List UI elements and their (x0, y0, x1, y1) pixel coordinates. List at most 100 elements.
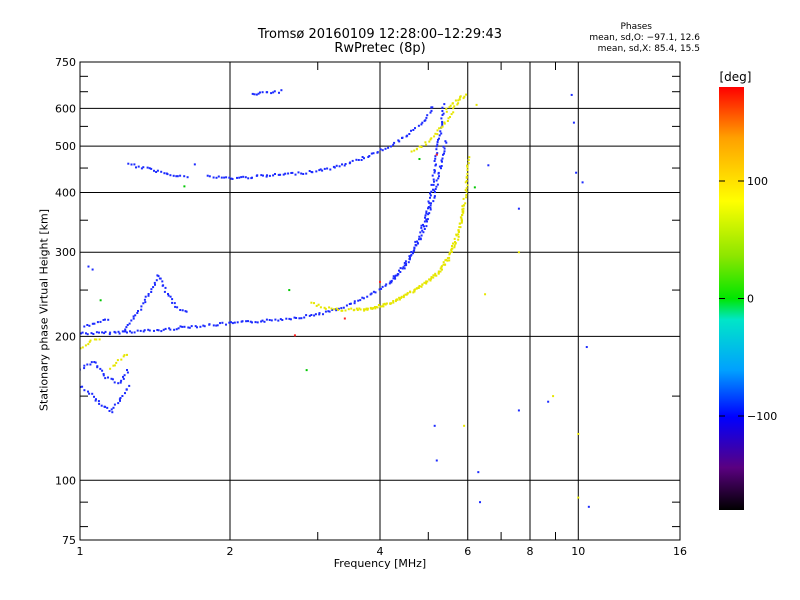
echo-point-o (442, 145, 445, 148)
echo-point-x (385, 302, 388, 305)
echo-point-x (369, 306, 372, 309)
echo-point-o (387, 146, 390, 149)
echo-point-o (355, 158, 358, 161)
echo-point-x (452, 111, 455, 114)
echo-point-o (208, 175, 211, 178)
echo-point-o (290, 172, 293, 174)
echo-point-o (443, 152, 445, 155)
echo-point-o (351, 159, 354, 162)
echo-point-other (343, 317, 346, 320)
echo-point-x (463, 424, 466, 427)
echo-point-o (86, 333, 89, 336)
echo-point-x (122, 355, 125, 358)
echo-point-x (424, 141, 427, 144)
echo-point-o (335, 164, 338, 167)
x-tick-label: 2 (227, 545, 234, 558)
echo-point-x (324, 307, 327, 310)
echo-point-o (88, 324, 91, 327)
echo-point-x (453, 244, 456, 247)
echo-point-o (444, 140, 447, 143)
echo-point-o (435, 163, 437, 166)
echo-point-o (124, 330, 127, 333)
echo-point-x (390, 302, 393, 305)
echo-point-o (98, 331, 100, 334)
echo-point-o (370, 292, 373, 295)
echo-point-o (487, 164, 490, 167)
echo-point-x (467, 162, 470, 165)
echo-point-o (117, 382, 120, 385)
echo-point-o (93, 361, 96, 363)
echo-point-o (327, 310, 330, 313)
echo-point-o (96, 321, 99, 324)
echo-point-x (462, 207, 465, 210)
echo-point-o (172, 174, 175, 177)
echo-point-o (169, 174, 172, 177)
echo-point-x (457, 229, 460, 232)
echo-point-x (375, 306, 378, 308)
echo-point-x (448, 256, 451, 259)
echo-point-o (104, 330, 107, 333)
echo-point-o (107, 318, 110, 321)
echo-point-o (342, 306, 345, 309)
echo-point-o (261, 319, 264, 322)
echo-point-o (188, 326, 191, 329)
echo-point-x (377, 304, 380, 306)
echo-point-o (119, 397, 122, 399)
echo-point-o (242, 175, 245, 178)
echo-point-o (85, 332, 87, 335)
echo-point-o (168, 327, 171, 330)
echo-point-x (88, 340, 91, 343)
echo-point-o (199, 325, 202, 328)
echo-point-x (310, 301, 313, 304)
echo-point-x (466, 164, 469, 167)
echo-point-o (422, 231, 425, 234)
echo-point-x (347, 308, 350, 311)
echo-point-o (144, 301, 147, 304)
echo-point-o (274, 173, 276, 175)
echo-point-o (95, 331, 98, 334)
echo-point-o (241, 320, 244, 323)
echo-point-o (137, 165, 140, 168)
echo-point-o (437, 171, 440, 174)
echo-point-x (453, 105, 456, 108)
echo-point-o (416, 242, 419, 245)
echo-point-o (398, 269, 400, 272)
echo-point-x (112, 364, 115, 367)
echo-point-x (323, 306, 326, 309)
echo-point-x (363, 309, 366, 312)
colorbar-tick-label: −100 (747, 410, 777, 423)
echo-point-x (468, 156, 471, 159)
echo-point-x (466, 172, 469, 175)
echo-point-o (228, 176, 231, 179)
echo-point-o (122, 330, 125, 333)
echo-point-o (91, 322, 94, 325)
echo-point-o (394, 274, 397, 277)
echo-point-o (357, 159, 360, 161)
echo-point-x (445, 110, 448, 113)
echo-point-o (157, 275, 160, 278)
echo-point-o (152, 286, 155, 289)
echo-point-o (143, 329, 146, 332)
echo-point-o (340, 307, 343, 310)
echo-point-x (410, 150, 413, 153)
echo-point-o (398, 140, 401, 143)
echo-point-other (418, 158, 421, 161)
echo-point-o (407, 261, 410, 264)
echo-point-x (120, 358, 123, 361)
echo-point-o (289, 318, 292, 321)
echo-point-x (413, 290, 416, 293)
echo-point-o (344, 163, 347, 165)
echo-point-o (479, 501, 482, 504)
echo-point-o (390, 279, 393, 282)
echo-point-x (462, 97, 465, 100)
echo-point-o (443, 103, 446, 106)
echo-point-o (158, 277, 161, 280)
echo-point-o (434, 155, 437, 158)
echo-point-o (426, 114, 429, 117)
echo-point-o (433, 189, 436, 192)
echo-point-x (113, 364, 116, 367)
echo-point-x (463, 95, 466, 98)
echo-point-x (319, 306, 322, 309)
echo-point-o (409, 254, 412, 257)
